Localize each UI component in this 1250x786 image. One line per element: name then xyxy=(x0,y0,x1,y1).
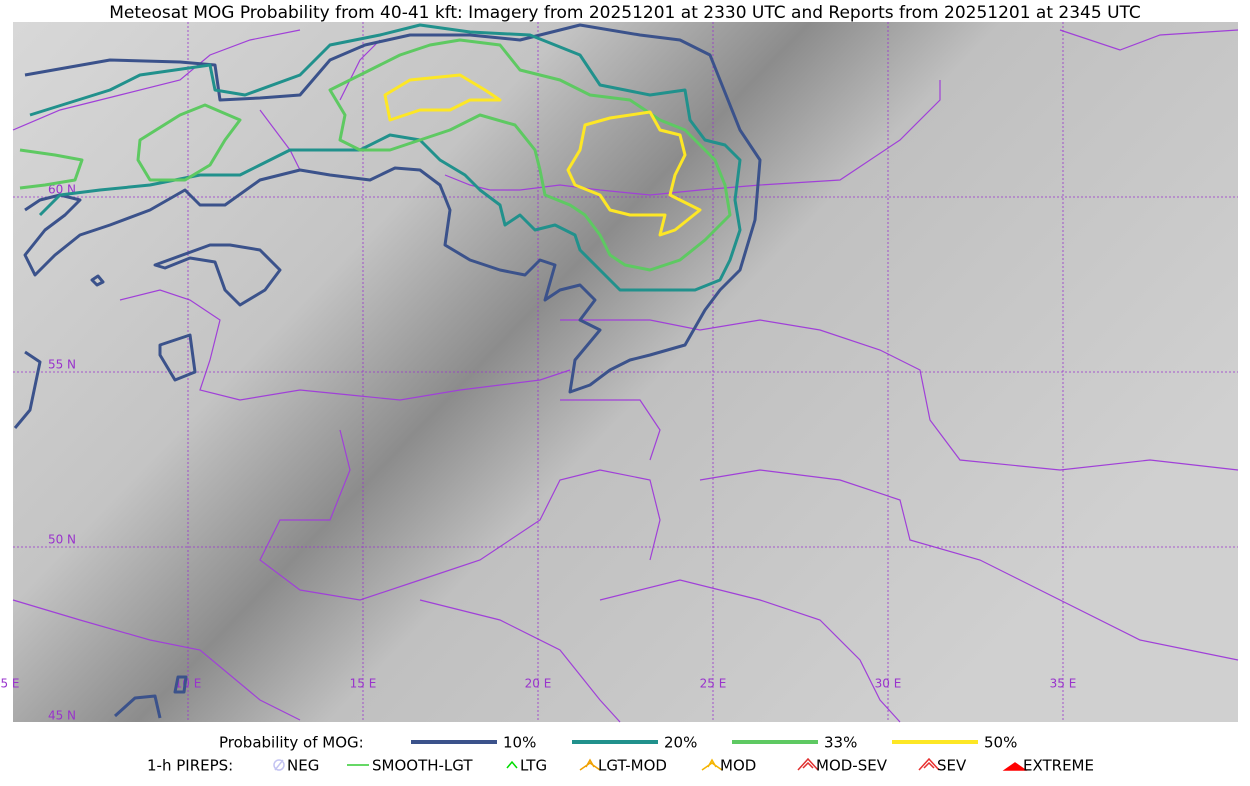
lon-label: 25 E xyxy=(700,677,727,691)
lon-label: 5 E xyxy=(0,677,19,691)
pirep-label: LTG xyxy=(520,757,547,775)
pirep-label: NEG xyxy=(287,757,319,775)
pirep-label: MOD xyxy=(720,757,756,775)
title: Meteosat MOG Probability from 40-41 kft:… xyxy=(109,3,1141,23)
contours xyxy=(13,23,762,719)
lon-label: 20 E xyxy=(525,677,552,691)
pirep-label: MOD-SEV xyxy=(816,757,888,775)
pirep-icon xyxy=(797,757,819,771)
contour-33 xyxy=(19,38,732,272)
borders xyxy=(12,29,1239,723)
pirep-icon xyxy=(918,757,940,771)
pirep-label: LGT-MOD xyxy=(598,757,667,775)
legend: Probability of MOG: 10% 20% 33% 50% 1-h PIREP… xyxy=(147,734,1094,775)
pirep-icon xyxy=(273,759,285,771)
pirep-label: SMOOTH-LGT xyxy=(372,757,473,775)
lat-label: 50 N xyxy=(48,533,76,547)
pirep-icon xyxy=(1002,762,1028,771)
pirep-icon xyxy=(506,760,518,769)
legend-title: Probability of MOG: xyxy=(219,734,364,752)
lat-label: 45 N xyxy=(48,709,76,723)
contour-20 xyxy=(29,23,742,292)
pirep-label: EXTREME xyxy=(1023,757,1094,775)
contour-50 xyxy=(383,73,702,237)
lat-label: 55 N xyxy=(48,358,76,372)
pirep-label: SEV xyxy=(937,757,967,775)
legend-label: 33% xyxy=(824,734,857,752)
pireps-title: 1-h PIREPS: xyxy=(147,757,233,775)
legend-label: 20% xyxy=(664,734,697,752)
lon-label: 35 E xyxy=(1050,677,1077,691)
lon-label: 10 E xyxy=(175,677,202,691)
contour-10 xyxy=(13,243,282,719)
legend-label: 50% xyxy=(984,734,1017,752)
pirep-icon xyxy=(579,758,601,771)
map: 5 E 10 E 15 E 20 E 25 E 30 E 35 E60 N55 N50 N4… xyxy=(0,22,1239,723)
legend-label: 10% xyxy=(503,734,536,752)
contour-10 xyxy=(23,23,762,394)
grid: 5 E 10 E 15 E 20 E 25 E 30 E 35 E60 N55 N50 N4… xyxy=(0,22,1238,723)
lon-label: 15 E xyxy=(350,677,377,691)
lon-label: 30 E xyxy=(875,677,902,691)
pirep-icon xyxy=(701,758,723,771)
